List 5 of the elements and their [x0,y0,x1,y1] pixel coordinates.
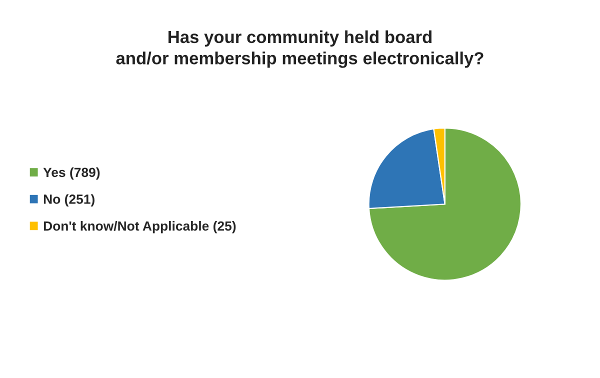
legend-label: Don't know/Not Applicable (25) [44,221,236,234]
pie-slice [368,127,522,281]
legend-label: No (251) [44,194,94,206]
chart-title: Has your community held board and/or membership meetings electronically? [116,30,484,68]
legend-label: Yes (789) [43,167,100,180]
